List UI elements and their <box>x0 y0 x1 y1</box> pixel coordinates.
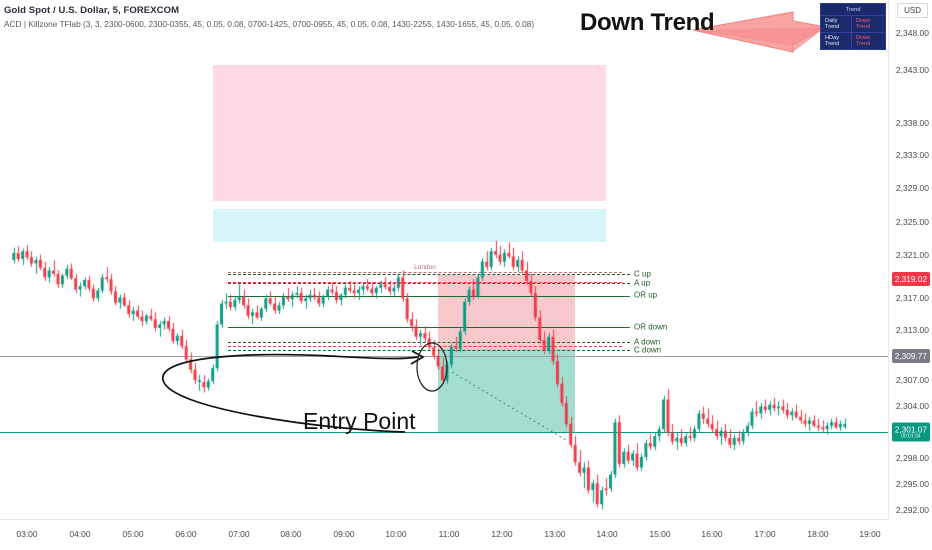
acd-level-label: A down <box>634 337 661 347</box>
annotation-overlay <box>162 11 828 441</box>
time-tick: 19:00 <box>859 529 881 539</box>
acd-level-label: C up <box>634 269 651 279</box>
price-tick: 2,295.00 <box>895 479 929 489</box>
symbol-title[interactable]: Gold Spot / U.S. Dollar, 5, FOREXCOM <box>4 5 180 16</box>
trend-row-label: HDay Trend <box>825 34 840 47</box>
price-tick: 2,292.00 <box>895 505 929 515</box>
time-tick: 16:00 <box>701 529 723 539</box>
acd-level-label: C down <box>634 345 662 355</box>
price-tick: 2,338.00 <box>895 118 929 128</box>
time-axis[interactable]: 03:00 04:00 05:00 06:00 07:00 08:00 09:00 10:00… <box>0 519 888 550</box>
acd-level-label: A up <box>634 278 651 288</box>
price-tick: 2,333.00 <box>895 150 929 160</box>
trend-row: HDay Trend Down Trend <box>821 32 885 49</box>
trend-table[interactable]: Trend Daily Trend Down Trend HDay Trend Dow… <box>820 3 886 50</box>
price-axis[interactable]: USD 2,348.00 2,343.00 2,338.00 2,333.00 2,32… <box>888 0 932 519</box>
time-tick: 12:00 <box>491 529 513 539</box>
last-price-badge[interactable]: 2,301.07 00:01:34 <box>891 422 930 442</box>
time-tick: 10:00 <box>385 529 407 539</box>
price-tick: 2,304.00 <box>895 401 929 411</box>
time-tick: 09:00 <box>333 529 355 539</box>
time-tick: 04:00 <box>69 529 91 539</box>
price-tick: 2,343.00 <box>895 65 929 75</box>
trend-row-value: Down Trend <box>851 32 885 49</box>
candlestick-series[interactable] <box>0 0 888 519</box>
price-tick: 2,329.00 <box>895 183 929 193</box>
chart-legend-header: Gold Spot / U.S. Dollar, 5, FOREXCOM ACD… <box>4 5 534 30</box>
price-tick: 2,307.00 <box>895 375 929 385</box>
trend-row-label: Daily Trend <box>825 17 840 30</box>
price-tick: 2,325.00 <box>895 217 929 227</box>
time-tick: 15:00 <box>649 529 671 539</box>
annotation-down-trend: Down Trend <box>580 9 715 36</box>
trend-table-header: Trend <box>821 4 885 16</box>
price-tick: 2,313.00 <box>895 325 929 335</box>
time-tick: 11:00 <box>438 529 460 539</box>
price-chart-plot[interactable]: C up A up OR up OR down A down C down London <box>0 0 888 519</box>
currency-label: USD <box>897 3 928 18</box>
time-tick: 06:00 <box>175 529 197 539</box>
price-tick: 2,321.00 <box>895 250 929 260</box>
indicator-title[interactable]: ACD | Killzone TFlab (3, 3, 2300-0600, 2… <box>4 19 535 29</box>
time-tick: 05:00 <box>122 529 144 539</box>
time-tick: 17:00 <box>754 529 776 539</box>
trend-guide-line <box>451 371 567 441</box>
mid-price-badge[interactable]: 2,309.77 <box>891 349 930 363</box>
time-tick: 07:00 <box>228 529 250 539</box>
annotation-entry-point: Entry Point <box>303 408 416 434</box>
high-price-badge[interactable]: 2,319.02 <box>891 272 930 286</box>
trend-row-value: Down Trend <box>851 15 885 32</box>
acd-level-label: OR up <box>634 290 658 300</box>
price-tick: 2,317.00 <box>895 293 929 303</box>
session-label-london: London <box>414 264 436 271</box>
time-tick: 13:00 <box>544 529 566 539</box>
time-tick: 18:00 <box>807 529 829 539</box>
entry-candle-highlight-circle <box>416 342 448 392</box>
time-tick: 08:00 <box>280 529 302 539</box>
acd-level-label: OR down <box>634 322 668 332</box>
price-tick: 2,348.00 <box>895 28 929 38</box>
trend-row: Daily Trend Down Trend <box>821 15 885 33</box>
entry-point-arrow-icon <box>162 350 425 433</box>
price-tick: 2,298.00 <box>895 453 929 463</box>
time-tick: 03:00 <box>16 529 38 539</box>
trend-table-body: Daily Trend Down Trend HDay Trend Down Tren… <box>821 15 885 49</box>
time-tick: 14:00 <box>596 529 618 539</box>
